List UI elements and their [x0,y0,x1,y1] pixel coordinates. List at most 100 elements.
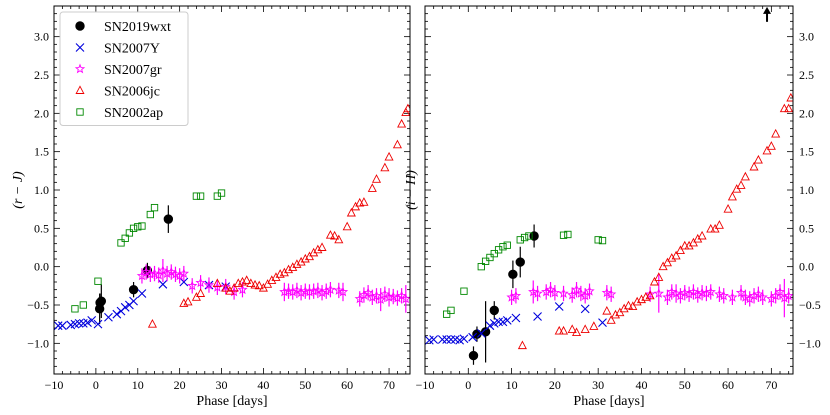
data-point [437,335,447,344]
data-point [283,264,294,274]
data-point [602,305,612,315]
y-tick-label: 2.0 [799,106,814,120]
data-point [575,288,587,298]
legend-marker [75,85,85,94]
data-point [520,233,529,242]
data-point [554,325,564,335]
data-point [242,275,252,284]
data-point [321,285,332,296]
data-point [397,118,407,128]
data-point [779,103,789,113]
data-point [580,304,590,314]
y-tick-label: 2.0 [34,106,49,120]
data-point [325,230,335,239]
data-point [774,286,786,297]
data-point [250,279,260,289]
data-point [705,286,716,297]
data-point [601,287,613,298]
data-point [400,293,410,304]
data-point [541,286,552,297]
data-point [490,249,498,258]
data-point [670,288,682,298]
data-point [371,174,382,183]
data-point [675,245,685,255]
data-point [736,180,746,189]
y-tick-label: 0.5 [34,221,49,235]
data-point [138,222,146,230]
data-point [693,233,703,243]
data-point [485,321,495,331]
data-point [300,253,310,263]
data-point [312,284,324,295]
data-point [748,290,760,301]
series-SN2002ap [442,230,607,318]
x-tick-label: 0 [465,378,471,392]
data-point [740,171,750,181]
data-point [744,293,755,304]
y-tick-label: 1.0 [799,183,814,197]
axes-frame [424,5,794,375]
data-point [511,313,521,323]
y-tick-label: 1.5 [34,145,49,159]
data-point [749,161,759,171]
data-point [508,269,518,280]
data-point [447,306,455,315]
data-point [94,277,102,285]
data-point [220,281,231,292]
data-point [117,239,125,247]
data-point [371,290,382,301]
data-point [784,103,793,113]
data-point [594,236,602,244]
x-tick-label: 20 [174,378,186,392]
data-point [662,257,672,267]
data-point [380,162,390,172]
data-point [79,301,87,309]
data-point [480,327,491,337]
right-panel: −10 0 10 20 30 40 50 60 70 −1.0 −0.5 0.0 0.5 1.0 1.5 2.… [404,5,821,409]
data-point [166,266,177,277]
data-point [246,278,256,287]
data-point [499,243,507,251]
data-point [161,268,173,278]
x-tick-label: −10 [416,378,435,392]
data-point [632,296,642,306]
data-point [762,145,772,155]
data-point [388,291,399,301]
series-SN2007Y [425,302,607,345]
data-point [317,242,327,251]
x-tick-label: 60 [341,378,353,392]
data-point [308,285,319,296]
legend-entry: SN2007Y [104,42,160,57]
data-point [83,318,92,328]
data-point [558,288,569,298]
data-point [146,210,154,219]
data-point [112,309,122,319]
legend-marker [76,108,84,116]
x-axis-label: Phase [days] [196,394,267,409]
data-point [333,284,344,295]
data-point [706,223,716,233]
y-tick-label: −0.5 [27,298,49,312]
series-SN2007Y [54,277,231,331]
data-point [337,286,349,297]
data-point [506,291,517,302]
data-point [54,321,63,331]
data-point [291,284,303,295]
x-tick-label: 0 [93,378,99,392]
data-point [735,287,747,298]
x-tick-label: 60 [722,378,734,392]
plot-area [425,92,793,365]
data-point [429,335,439,344]
data-point [325,284,336,295]
data-point [554,302,564,311]
data-point [701,288,712,298]
y-tick-label: 0.5 [799,221,814,235]
data-point [460,287,468,295]
data-point [346,207,356,217]
data-point [228,286,240,297]
data-point [195,277,206,288]
x-tick-label: 70 [383,378,395,392]
data-point [503,241,511,249]
legend-entry: SN2019wxt [104,20,171,35]
data-point [516,236,524,244]
